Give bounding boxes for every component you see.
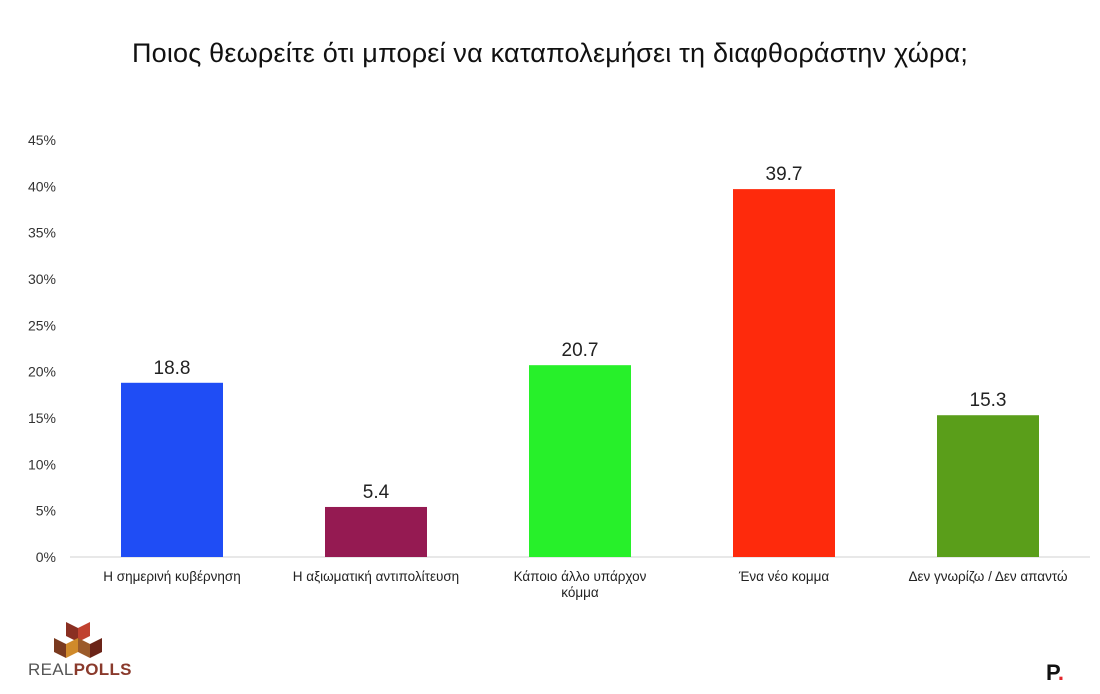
bars-group	[121, 189, 1039, 557]
category-label: Δεν γνωρίζω / Δεν απαντώ	[908, 569, 1067, 584]
y-tick-label: 20%	[28, 364, 56, 380]
y-tick-label: 35%	[28, 225, 56, 241]
bar	[121, 383, 223, 557]
data-label: 15.3	[970, 390, 1007, 411]
y-tick-label: 30%	[28, 271, 56, 287]
category-label-line: Η σημερινή κυβέρνηση	[103, 569, 241, 584]
logo-real: REAL	[28, 660, 74, 679]
realpolls-logo-text: REALPOLLS	[28, 660, 132, 680]
y-tick-label: 45%	[28, 132, 56, 148]
y-tick-label: 15%	[28, 410, 56, 426]
category-label-line: Ένα νέο κομμα	[738, 569, 830, 584]
channel-logo-letter: P	[1046, 660, 1058, 685]
channel-logo-dot: .	[1058, 660, 1064, 685]
channel-logo: P.	[1046, 660, 1064, 686]
category-label-line: Η αξιωματική αντιπολίτευση	[293, 569, 459, 584]
x-axis: Η σημερινή κυβέρνηση Η αξιωματική αντιπολ…	[103, 569, 1067, 600]
bar	[325, 507, 427, 557]
y-tick-label: 40%	[28, 178, 56, 194]
category-label-line: Κάποιο άλλο υπάρχον	[514, 569, 647, 584]
bar	[733, 189, 835, 557]
data-label: 18.8	[154, 358, 191, 379]
data-label: 39.7	[766, 164, 803, 185]
y-axis: 0% 5% 10% 15% 20% 25% 30% 35% 40% 45%	[28, 132, 56, 565]
category-label: Ένα νέο κομμα	[738, 569, 830, 584]
y-tick-label: 5%	[36, 503, 56, 519]
category-label: Η σημερινή κυβέρνηση	[103, 569, 241, 584]
y-tick-label: 0%	[36, 549, 56, 565]
category-label-line: Δεν γνωρίζω / Δεν απαντώ	[908, 569, 1067, 584]
y-tick-label: 10%	[28, 456, 56, 472]
bar	[937, 415, 1039, 557]
data-label: 5.4	[363, 482, 390, 503]
y-tick-label: 25%	[28, 317, 56, 333]
data-label: 20.7	[562, 340, 599, 361]
category-label-line: κόμμα	[561, 585, 599, 600]
logo-polls: POLLS	[74, 660, 132, 679]
category-label: Η αξιωματική αντιπολίτευση	[293, 569, 459, 584]
category-label: Κάποιο άλλο υπάρχον κόμμα	[514, 569, 647, 600]
bar	[529, 365, 631, 557]
